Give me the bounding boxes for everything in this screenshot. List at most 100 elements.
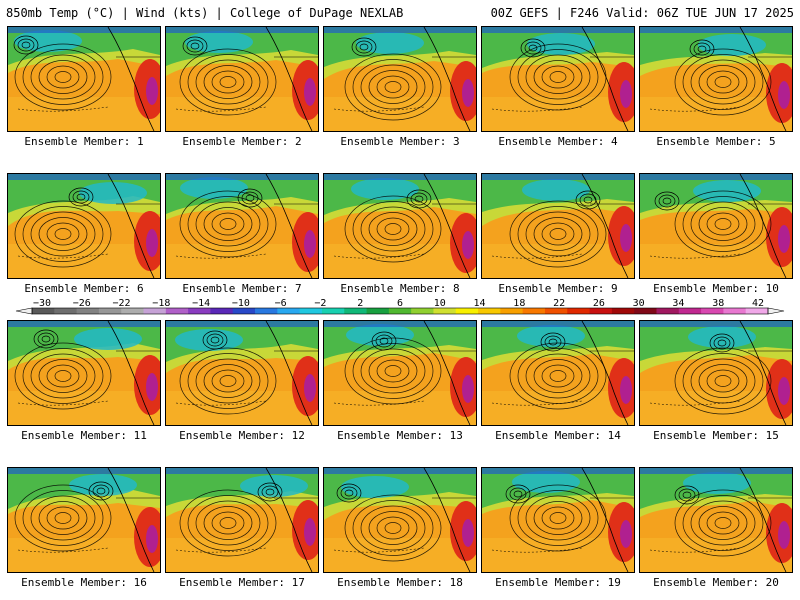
colorbar-swatch xyxy=(344,308,367,314)
ensemble-member-label: Ensemble Member: 2 xyxy=(182,135,302,148)
colorbar-swatch xyxy=(567,308,590,314)
ensemble-panel xyxy=(481,173,635,279)
ensemble-member-label: Ensemble Member: 16 xyxy=(21,576,147,589)
temperature-map xyxy=(8,174,160,278)
ensemble-member-label: Ensemble Member: 19 xyxy=(495,576,621,589)
temperature-map xyxy=(324,321,476,425)
colorbar-tick-label: 22 xyxy=(553,298,565,309)
temperature-map xyxy=(324,174,476,278)
colorbar-swatch xyxy=(76,308,100,314)
ensemble-panel xyxy=(7,467,161,573)
colorbar-swatch xyxy=(656,308,680,314)
ensemble-member-label: Ensemble Member: 5 xyxy=(656,135,776,148)
colorbar-swatch xyxy=(299,308,323,314)
ensemble-member-label: Ensemble Member: 12 xyxy=(179,429,305,442)
temperature-map xyxy=(482,174,634,278)
temperature-map xyxy=(166,321,318,425)
temperature-map xyxy=(166,468,318,572)
colorbar-swatch xyxy=(723,308,747,314)
colorbar-tick-label: −26 xyxy=(73,298,91,309)
temperature-map xyxy=(482,27,634,131)
ensemble-member-label: Ensemble Member: 11 xyxy=(21,429,147,442)
temperature-map xyxy=(166,27,318,131)
colorbar-swatch xyxy=(277,308,301,314)
colorbar-swatch xyxy=(188,308,211,314)
colorbar-tick-label: 30 xyxy=(633,298,645,309)
colorbar-swatch xyxy=(478,308,501,314)
temperature-map xyxy=(8,321,160,425)
colorbar-swatch xyxy=(745,308,769,314)
ensemble-member-label: Ensemble Member: 6 xyxy=(24,282,144,295)
colorbar-swatch xyxy=(455,308,479,314)
ensemble-panel xyxy=(165,320,319,426)
colorbar-swatch xyxy=(366,308,390,314)
ensemble-member-label: Ensemble Member: 8 xyxy=(340,282,460,295)
ensemble-member-label: Ensemble Member: 10 xyxy=(653,282,779,295)
ensemble-panel xyxy=(481,26,635,132)
ensemble-panel xyxy=(639,320,793,426)
ensemble-member-label: Ensemble Member: 17 xyxy=(179,576,305,589)
colorbar-swatch xyxy=(54,308,78,314)
colorbar-tick-label: 38 xyxy=(712,298,724,309)
colorbar-swatch xyxy=(255,308,278,314)
colorbar-max-arrow xyxy=(767,307,785,315)
colorbar-tick-label: −10 xyxy=(232,298,250,309)
colorbar-tick-label: −2 xyxy=(314,298,326,309)
colorbar-tick-label: 26 xyxy=(593,298,605,309)
ensemble-panel xyxy=(165,173,319,279)
ensemble-panel xyxy=(165,467,319,573)
ensemble-panel xyxy=(323,26,477,132)
temperature-map xyxy=(640,321,792,425)
temperature-map xyxy=(482,321,634,425)
ensemble-panel xyxy=(7,26,161,132)
temperature-map xyxy=(640,468,792,572)
colorbar-swatch xyxy=(232,308,256,314)
colorbar-tick-label: −14 xyxy=(192,298,210,309)
colorbar-swatch xyxy=(678,308,702,314)
colorbar-tick-label: −6 xyxy=(275,298,287,309)
colorbar-tick-label: 10 xyxy=(434,298,446,309)
colorbar-swatch xyxy=(321,308,345,314)
colorbar-swatch xyxy=(411,308,434,314)
colorbar-swatch xyxy=(143,308,167,314)
temperature-map xyxy=(324,468,476,572)
colorbar-tick-label: 2 xyxy=(357,298,363,309)
ensemble-panel xyxy=(639,467,793,573)
ensemble-member-label: Ensemble Member: 20 xyxy=(653,576,779,589)
colorbar-swatch xyxy=(165,308,189,314)
colorbar-tick-label: 42 xyxy=(752,298,764,309)
temperature-colorbar: −30 −26 −22 −18 −14 −10 −6 −2 2 6 10 14 18 22 26 30 34 38… xyxy=(15,298,785,315)
ensemble-panel xyxy=(481,320,635,426)
ensemble-member-label: Ensemble Member: 9 xyxy=(498,282,618,295)
colorbar-tick-label: −18 xyxy=(152,298,170,309)
colorbar-tick-label: 14 xyxy=(474,298,486,309)
temperature-map xyxy=(324,27,476,131)
colorbar-swatch xyxy=(522,308,546,314)
colorbar-swatch xyxy=(433,308,457,314)
colorbar-tick-label: −30 xyxy=(33,298,51,309)
ensemble-panel xyxy=(481,467,635,573)
ensemble-member-label: Ensemble Member: 1 xyxy=(24,135,144,148)
temperature-map xyxy=(166,174,318,278)
ensemble-member-label: Ensemble Member: 7 xyxy=(182,282,302,295)
temperature-map xyxy=(640,174,792,278)
map-title: 850mb Temp (°C) | Wind (kts) | College o… xyxy=(6,6,404,20)
ensemble-panel xyxy=(639,173,793,279)
ensemble-member-label: Ensemble Member: 18 xyxy=(337,576,463,589)
colorbar-swatch xyxy=(701,308,724,314)
ensemble-panel xyxy=(323,173,477,279)
colorbar-swatch xyxy=(589,308,613,314)
colorbar-swatch xyxy=(32,308,55,314)
colorbar-swatch xyxy=(500,308,524,314)
ensemble-panel xyxy=(7,173,161,279)
colorbar-swatch xyxy=(121,308,144,314)
ensemble-panel xyxy=(7,320,161,426)
colorbar-swatch xyxy=(98,308,122,314)
ensemble-member-label: Ensemble Member: 4 xyxy=(498,135,618,148)
colorbar-tick-label: −22 xyxy=(113,298,131,309)
ensemble-panel xyxy=(639,26,793,132)
colorbar-tick-label: 34 xyxy=(672,298,684,309)
valid-time-label: 00Z GEFS | F246 Valid: 06Z TUE JUN 17 20… xyxy=(490,6,794,20)
ensemble-panel xyxy=(165,26,319,132)
ensemble-panel xyxy=(323,320,477,426)
